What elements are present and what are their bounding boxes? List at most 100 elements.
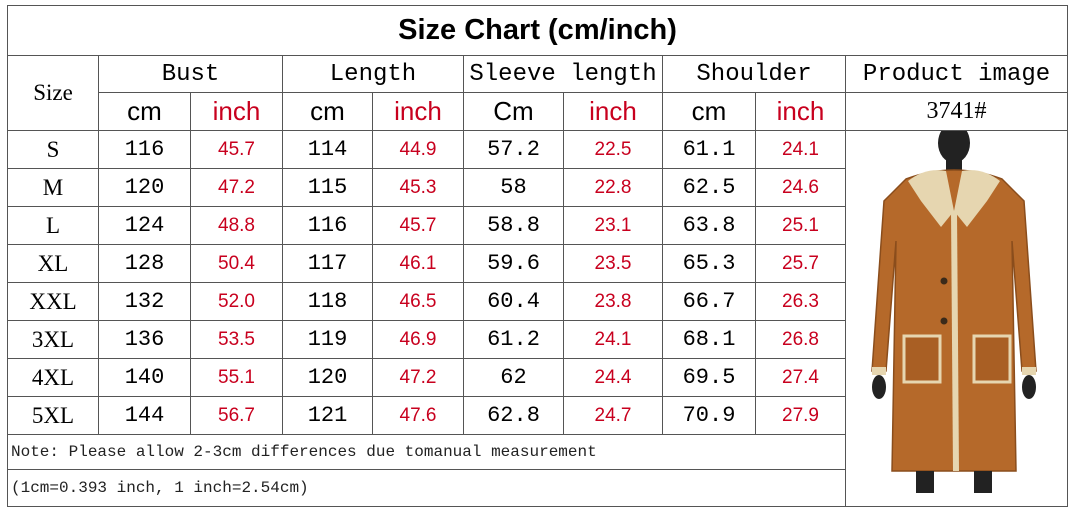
- size-header: Size: [7, 55, 99, 131]
- inch-cell: 24.4: [563, 358, 663, 397]
- cm-cell: 144: [98, 396, 191, 435]
- table-row: S 116 45.7 114 44.9 57.2 22.5 61.1 24.1: [7, 130, 1069, 507]
- cm-cell: 115: [282, 168, 373, 207]
- table-row: XL 128 50.4 117 46.1 59.6 23.5 65.3 25.7: [7, 244, 1068, 283]
- coat-collar-left: [908, 170, 954, 227]
- inch-cell: 47.2: [372, 358, 464, 397]
- cuff: [872, 367, 886, 375]
- cm-cell: 59.6: [463, 244, 564, 283]
- inch-cell: 45.7: [190, 130, 283, 169]
- table-row: L 124 48.8 116 45.7 58.8 23.1 63.8 25.1: [7, 206, 1068, 245]
- table-row: (1cm=0.393 inch, 1 inch=2.54cm): [7, 469, 1068, 507]
- cm-cell: 69.5: [662, 358, 756, 397]
- size-cell: 3XL: [7, 320, 99, 359]
- unit-header: inch: [372, 92, 464, 131]
- table-row: Size Bust Length Sleeve length Shoulder Produ…: [7, 55, 1069, 131]
- unit-header: inch: [563, 92, 663, 131]
- inch-cell: 23.1: [563, 206, 663, 245]
- unit-header: Cm: [463, 92, 564, 131]
- inch-cell: 24.1: [755, 130, 846, 169]
- coat-collar-right: [954, 170, 1000, 227]
- inch-cell: 45.7: [372, 206, 464, 245]
- unit-header: inch: [190, 92, 283, 131]
- inch-cell: 52.0: [190, 282, 283, 321]
- cm-cell: 120: [98, 168, 191, 207]
- product-header: Product image: [844, 55, 1069, 93]
- inch-cell: 48.8: [190, 206, 283, 245]
- note: (1cm=0.393 inch, 1 inch=2.54cm): [7, 469, 846, 507]
- inch-cell: 47.2: [190, 168, 283, 207]
- unit-header: cm: [282, 92, 373, 131]
- button: [940, 277, 948, 285]
- mannequin-hand: [872, 375, 886, 399]
- button: [940, 317, 948, 325]
- inch-cell: 27.4: [755, 358, 846, 397]
- cuff: [1022, 367, 1036, 375]
- cm-cell: 136: [98, 320, 191, 359]
- pocket: [902, 334, 942, 384]
- mannequin-leg: [916, 471, 934, 493]
- cm-cell: 66.7: [662, 282, 756, 321]
- cm-cell: 116: [98, 130, 191, 169]
- inch-cell: 46.9: [372, 320, 464, 359]
- cm-cell: 132: [98, 282, 191, 321]
- inch-cell: 44.9: [372, 130, 464, 169]
- cm-cell: 58.8: [463, 206, 564, 245]
- cm-cell: 57.2: [463, 130, 564, 169]
- size-chart-table: Size Chart (cm/inch) Size Bust Length Sleeve…: [6, 5, 1069, 507]
- inch-cell: 25.1: [755, 206, 846, 245]
- size-cell: S: [7, 130, 99, 169]
- inch-cell: 23.8: [563, 282, 663, 321]
- note: Note: Please allow 2-3cm differences due…: [7, 434, 846, 470]
- table-row: cm inch cm inch Cm inch cm inch 3741#: [8, 92, 1069, 131]
- group-header: Sleeve length: [463, 55, 663, 93]
- cm-cell: 121: [282, 396, 373, 435]
- inch-cell: 50.4: [190, 244, 283, 283]
- cm-cell: 61.2: [463, 320, 564, 359]
- cm-cell: 68.1: [662, 320, 756, 359]
- cm-cell: 58: [463, 168, 564, 207]
- mannequin-leg: [974, 471, 992, 493]
- unit-header: inch: [755, 92, 846, 131]
- inch-cell: 46.5: [372, 282, 464, 321]
- product-code: 3741#: [844, 92, 1069, 131]
- inch-cell: 56.7: [190, 396, 283, 435]
- cm-cell: 114: [282, 130, 373, 169]
- table-row: Note: Please allow 2-3cm differences due…: [7, 434, 1068, 470]
- table-row: Size Chart (cm/inch): [6, 5, 1069, 56]
- unit-header: cm: [662, 92, 756, 131]
- inch-cell: 25.7: [755, 244, 846, 283]
- cm-cell: 128: [98, 244, 191, 283]
- cm-cell: 117: [282, 244, 373, 283]
- cm-cell: 119: [282, 320, 373, 359]
- size-cell: 5XL: [7, 396, 99, 435]
- pocket: [972, 334, 1012, 384]
- inch-cell: 47.6: [372, 396, 464, 435]
- size-cell: L: [7, 206, 99, 245]
- cm-cell: 116: [282, 206, 373, 245]
- cm-cell: 62.8: [463, 396, 564, 435]
- inch-cell: 55.1: [190, 358, 283, 397]
- inch-cell: 53.5: [190, 320, 283, 359]
- group-header: Bust: [98, 55, 283, 93]
- inch-cell: 45.3: [372, 168, 464, 207]
- inch-cell: 23.5: [563, 244, 663, 283]
- table-row: 3XL 136 53.5 119 46.9 61.2 24.1 68.1 26.8: [7, 320, 1068, 359]
- cm-cell: 65.3: [662, 244, 756, 283]
- cm-cell: 120: [282, 358, 373, 397]
- cm-cell: 124: [98, 206, 191, 245]
- cm-cell: 61.1: [662, 130, 756, 169]
- cm-cell: 63.8: [662, 206, 756, 245]
- table-title: Size Chart (cm/inch): [6, 5, 1069, 56]
- inch-cell: 22.8: [563, 168, 663, 207]
- inch-cell: 27.9: [755, 396, 846, 435]
- cm-cell: 70.9: [662, 396, 756, 435]
- group-header: Length: [282, 55, 464, 93]
- size-cell: 4XL: [7, 358, 99, 397]
- cm-cell: 62.5: [662, 168, 756, 207]
- cm-cell: 62: [463, 358, 564, 397]
- coat-placket: [951, 210, 959, 472]
- cm-cell: 60.4: [463, 282, 564, 321]
- group-header: Shoulder: [662, 55, 846, 93]
